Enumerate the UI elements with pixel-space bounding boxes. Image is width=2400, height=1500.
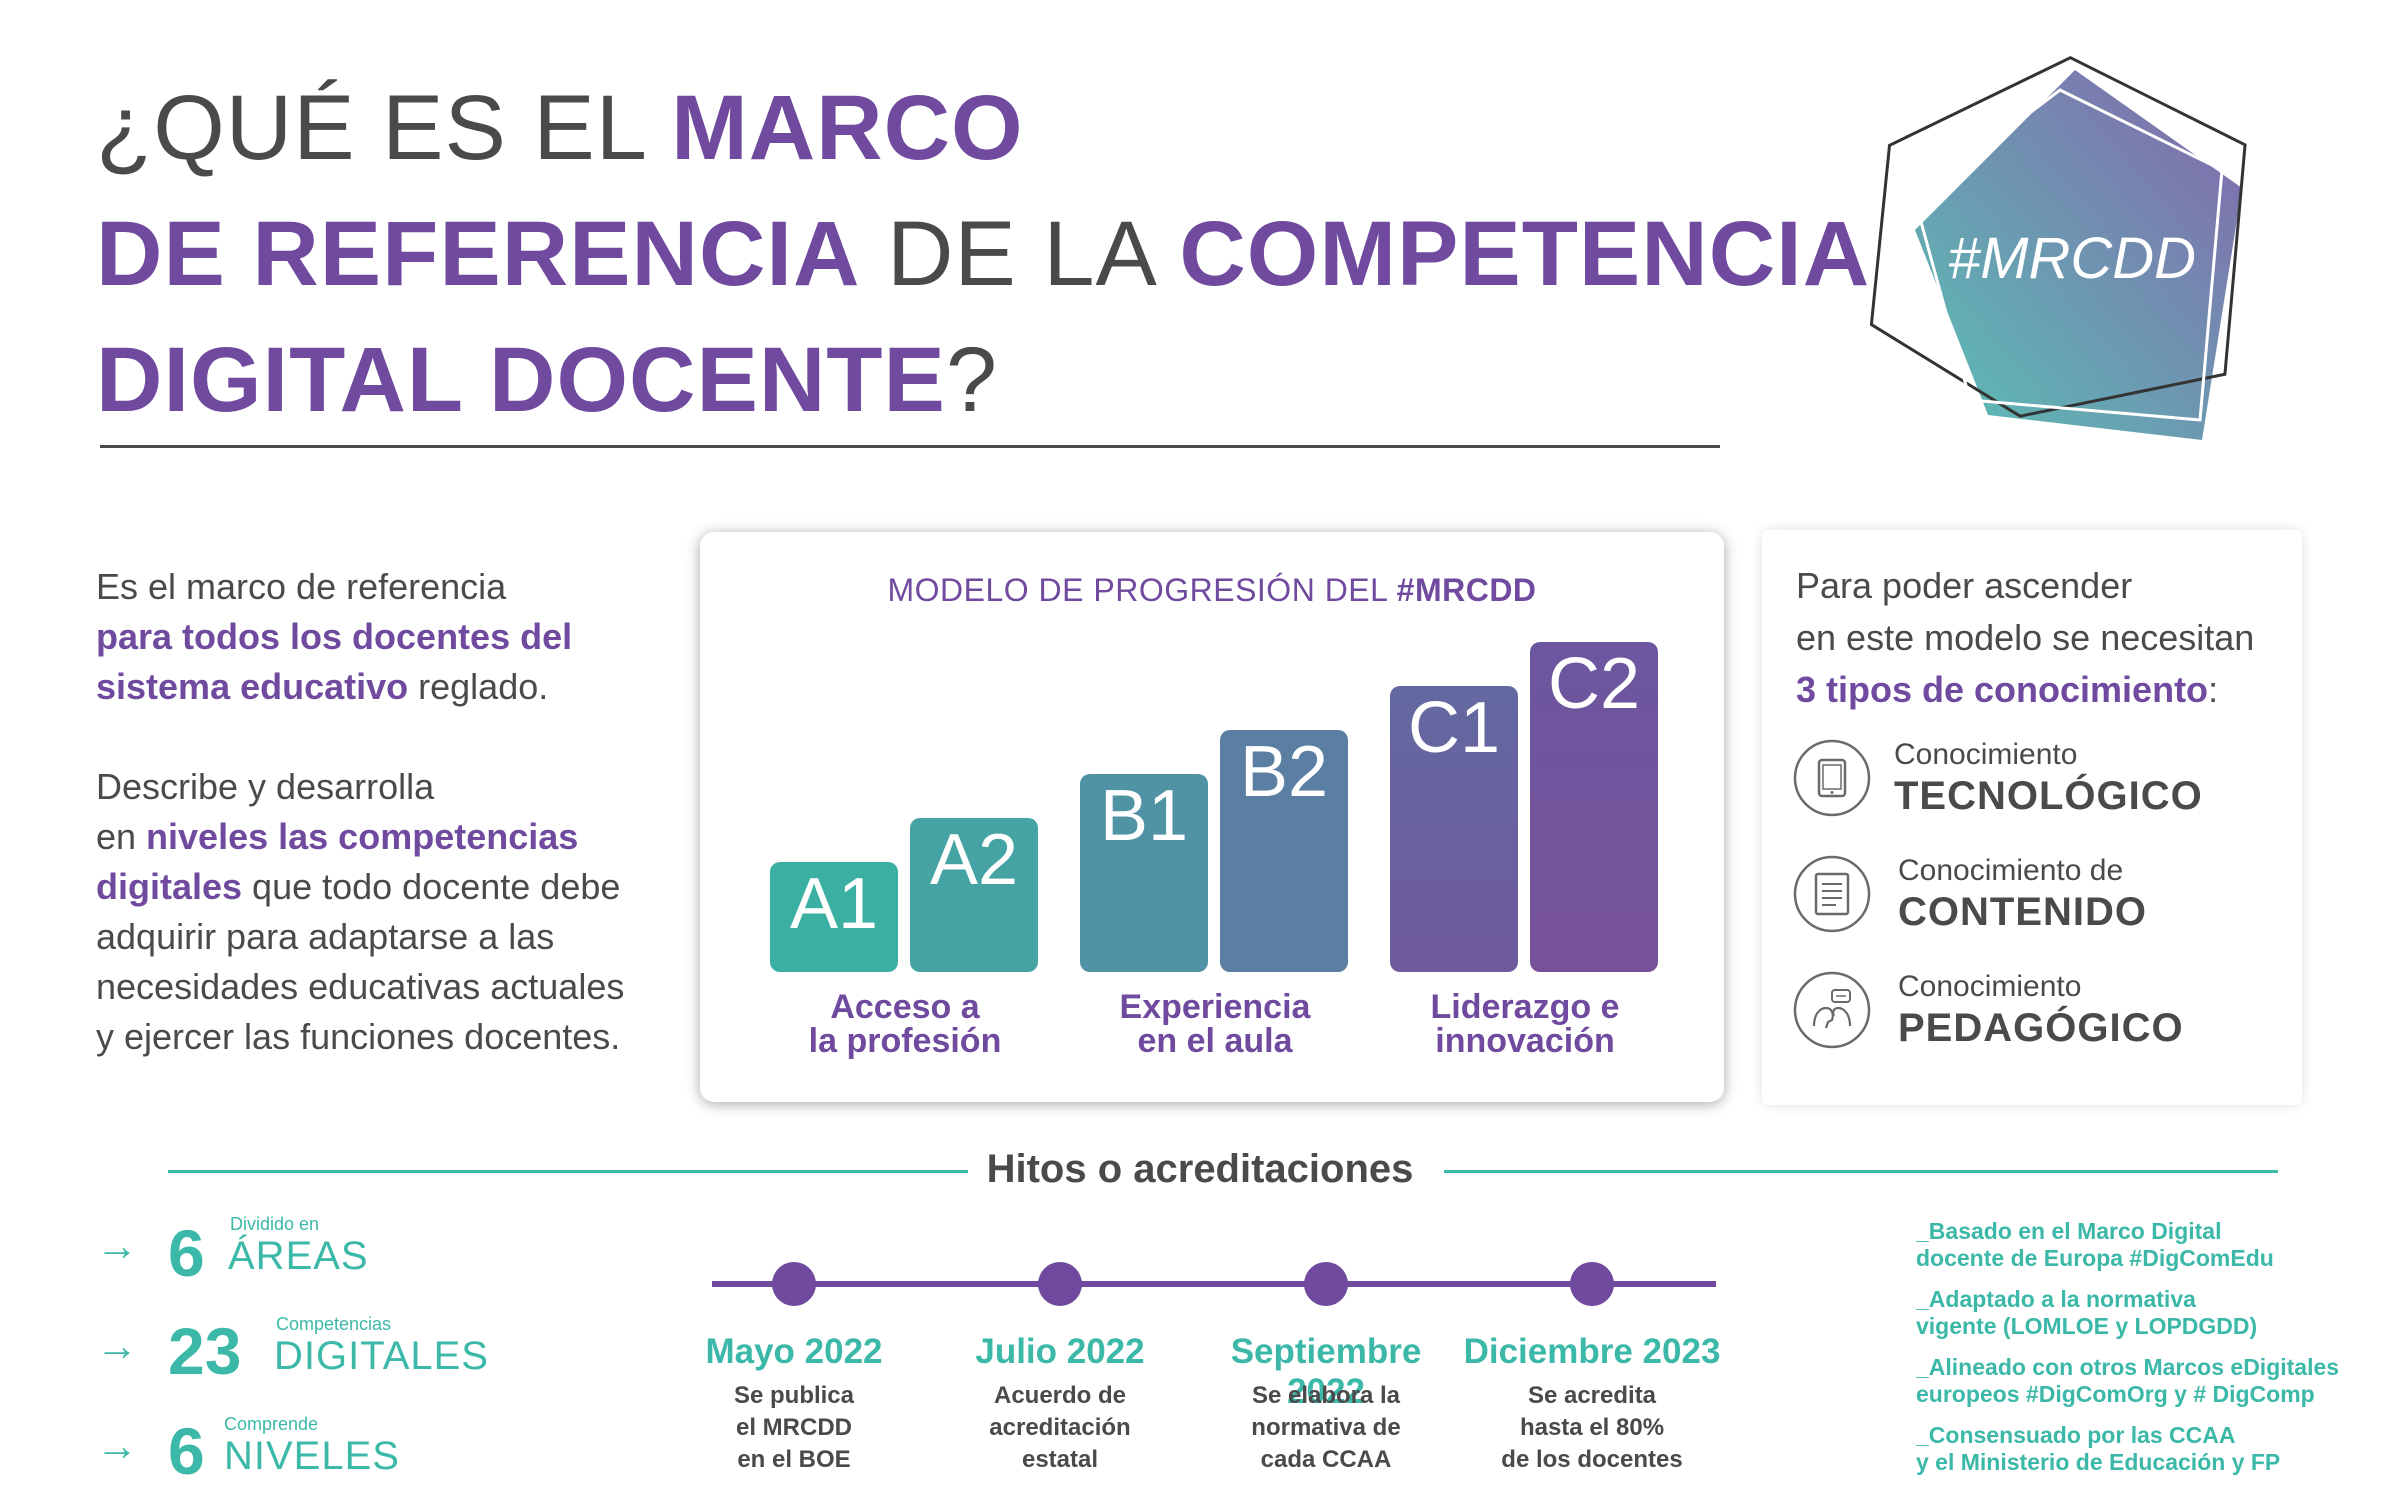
stat-niveles-number: 6 — [168, 1414, 205, 1488]
title-divider — [100, 445, 1720, 448]
timeline-dot-4 — [1570, 1262, 1614, 1306]
mrcdd-logo: #MRCDD — [1860, 20, 2280, 460]
title-line-1: ¿QUÉ ES EL MARCO — [96, 77, 1024, 179]
dialogue-icon — [1792, 970, 1872, 1050]
milestone-1-date: Mayo 2022 — [705, 1332, 883, 1371]
level-a2-bar: A2 — [910, 818, 1038, 972]
note-3: _Alineado con otros Marcos eDigitales eur… — [1916, 1354, 2340, 1407]
arrow-icon: → — [96, 1322, 138, 1369]
logo-text: #MRCDD — [1948, 226, 2196, 291]
document-icon — [1792, 854, 1872, 934]
group-label-leadership: Liderazgo e innovación — [1430, 988, 1620, 1060]
title-line-3: DIGITAL DOCENTE? — [96, 329, 998, 431]
progression-title: MODELO DE PROGRESIÓN DEL #MRCDD — [887, 572, 1537, 608]
milestones-rule-left — [168, 1170, 968, 1173]
milestone-3-date: Septiembre 2022 — [1230, 1332, 1422, 1411]
timeline-dot-2 — [1038, 1262, 1082, 1306]
knowledge-3-big: PEDAGÓGICO — [1898, 1006, 2184, 1050]
stat-niveles-small: Comprende — [224, 1414, 319, 1434]
milestone-4-desc: Se acredita hasta el 80% de los docentes — [1501, 1382, 1683, 1473]
milestones-title: Hitos o acreditaciones — [986, 1147, 1414, 1191]
milestone-1-desc: Se publica el MRCDD en el BOE — [733, 1382, 855, 1473]
stat-competencias-big: DIGITALES — [274, 1334, 489, 1378]
knowledge-3-small: Conocimiento — [1898, 970, 2082, 1003]
title-line-2: DE REFERENCIA DE LA COMPETENCIA — [96, 203, 1871, 305]
level-c2-bar: C2 — [1530, 642, 1658, 972]
stat-niveles-big: NIVELES — [224, 1434, 400, 1478]
group-label-access: Acceso a la profesión — [808, 988, 1002, 1060]
note-4: _Consensuado por las CCAA y el Ministerio… — [1916, 1422, 2281, 1475]
level-b1-bar: B1 — [1080, 774, 1208, 972]
tablet-icon — [1792, 738, 1872, 818]
timeline-dot-1 — [772, 1262, 816, 1306]
stat-areas-number: 6 — [168, 1216, 205, 1290]
milestone-3-desc: Se elabora la normativa de cada CCAA — [1251, 1382, 1401, 1473]
milestone-2-desc: Acuerdo de acreditación estatal — [989, 1382, 1131, 1473]
note-1: _Basado en el Marco Digital docente de Eu… — [1916, 1218, 2274, 1271]
intro-paragraph-2: Describe y desarrolla en niveles las com… — [96, 766, 625, 1057]
knowledge-2-small: Conocimiento de — [1898, 854, 2124, 887]
note-2: _Adaptado a la normativa vigente (LOMLOE … — [1916, 1286, 2258, 1339]
timeline-dot-3 — [1304, 1262, 1348, 1306]
intro-paragraph-1: Es el marco de referencia para todos los… — [96, 566, 573, 707]
progression-model-card: MODELO DE PROGRESIÓN DEL #MRCDD A1 A2 B1… — [700, 532, 1724, 1102]
knowledge-intro: Para poder ascender en este modelo se ne… — [1796, 565, 2255, 710]
group-label-experience: Experiencia en el aula — [1119, 988, 1311, 1060]
level-c1-bar: C1 — [1390, 686, 1518, 972]
knowledge-1-small: Conocimiento — [1894, 738, 2078, 771]
stat-areas-big: ÁREAS — [228, 1234, 369, 1278]
stat-competencias-small: Competencias — [276, 1314, 392, 1334]
milestone-4-date: Diciembre 2023 — [1463, 1332, 1721, 1371]
knowledge-1-big: TECNOLÓGICO — [1894, 774, 2203, 818]
arrow-icon: → — [96, 1422, 138, 1469]
stat-areas-small: Dividido en — [230, 1214, 320, 1234]
milestone-2-date: Julio 2022 — [975, 1332, 1145, 1371]
timeline-line — [712, 1281, 1716, 1287]
level-b2-bar: B2 — [1220, 730, 1348, 972]
stat-competencias-number: 23 — [168, 1314, 242, 1388]
milestones-rule-right — [1444, 1170, 2278, 1173]
knowledge-types-box: Para poder ascender en este modelo se ne… — [1762, 530, 2302, 1105]
arrow-icon: → — [96, 1222, 138, 1269]
knowledge-2-big: CONTENIDO — [1898, 890, 2147, 934]
level-a1-bar: A1 — [770, 862, 898, 972]
